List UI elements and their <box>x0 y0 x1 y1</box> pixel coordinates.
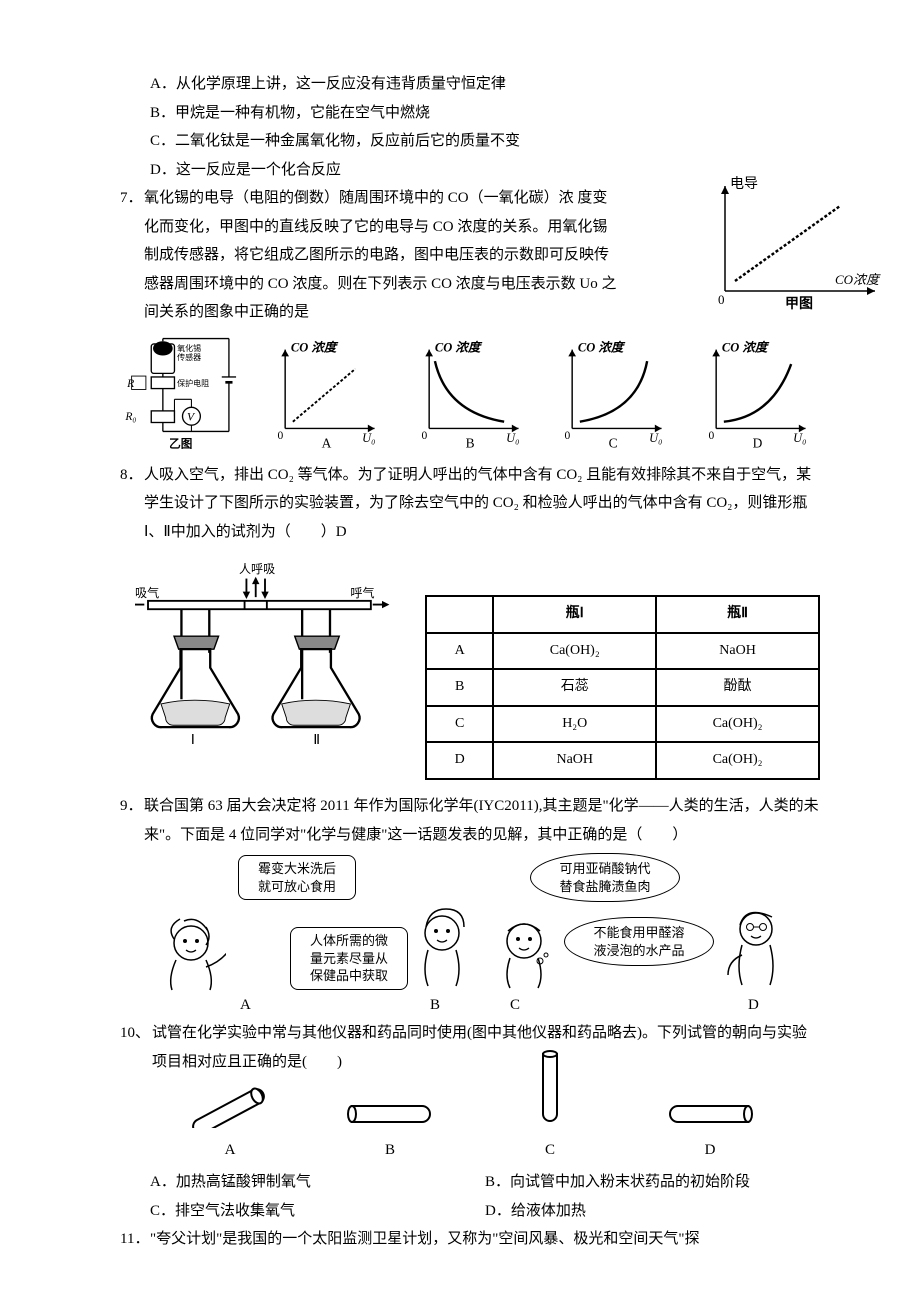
svg-text:A: A <box>321 436 331 451</box>
svg-text:CO浓度: CO浓度 <box>835 272 881 287</box>
q8-apparatus: 人呼吸 吸气 呼气 Ⅰ Ⅱ <box>135 560 395 746</box>
q9-bubble-a: 霉变大米洗后就可放心食用 <box>238 855 356 900</box>
q6-option-a: A．从化学原理上讲，这一反应没有违背质量守恒定律 <box>150 70 820 99</box>
q9-bubble-b: 人体所需的微量元素尽量从保健品中获取 <box>290 927 408 990</box>
q7-chart-option-a: CO 浓度 U₀ 0 A <box>264 340 389 451</box>
q6-option-c: C．二氧化钛是一种金属氧化物，反应前后它的质量不变 <box>150 127 820 156</box>
svg-text:吸气: 吸气 <box>135 585 159 600</box>
q10-tube-c: C <box>485 1048 615 1165</box>
svg-text:D: D <box>753 436 763 451</box>
q9-person-c-icon <box>492 913 556 993</box>
q9-person-b-icon <box>412 905 476 993</box>
q10-number: 10、 <box>120 1019 152 1076</box>
q7-chart-option-c: CO 浓度 U₀ 0 C <box>551 340 676 451</box>
svg-text:CO 浓度: CO 浓度 <box>434 341 482 355</box>
q7-chart-option-d: CO 浓度 U₀ 0 D <box>695 340 820 451</box>
svg-text:R₀: R₀ <box>124 409 136 422</box>
svg-text:人呼吸: 人呼吸 <box>239 562 275 576</box>
q10-option-b: B．向试管中加入粉末状药品的初始阶段 <box>485 1168 820 1197</box>
svg-text:0: 0 <box>718 292 725 307</box>
q9-label-a: A <box>240 991 251 1020</box>
svg-text:CO 浓度: CO 浓度 <box>291 341 339 355</box>
q11-number: 11． <box>120 1225 150 1254</box>
svg-text:R: R <box>126 376 134 389</box>
q8-number: 8． <box>120 461 144 547</box>
svg-text:CO 浓度: CO 浓度 <box>578 341 626 355</box>
q7-chart-jia: 电导 CO浓度 0 甲图 <box>700 176 890 311</box>
svg-text:U₀: U₀ <box>793 431 806 445</box>
svg-text:0: 0 <box>421 430 427 442</box>
svg-text:U₀: U₀ <box>649 431 662 445</box>
q10-tube-d: D <box>645 1098 775 1165</box>
q6-option-b: B．甲烷是一种有机物，它能在空气中燃烧 <box>150 99 820 128</box>
q10-option-a: A．加热高锰酸钾制氧气 <box>150 1168 485 1197</box>
svg-text:B: B <box>465 436 474 451</box>
q10-option-c: C．排空气法收集氧气 <box>150 1197 485 1226</box>
q8-th-blank <box>426 596 493 633</box>
q9-person-a-icon <box>156 915 226 995</box>
q9-label-c: C <box>510 991 520 1020</box>
svg-text:电导: 电导 <box>730 176 758 192</box>
svg-text:V: V <box>187 410 196 423</box>
q7-circuit-yi: 氧化锡 传感器 R 保护电阻 R₀ V 乙图 <box>120 335 245 451</box>
q8-body: 人吸入空气，排出 CO₂ 等气体。为了证明人呼出的气体中含有 CO₂ 且能有效排… <box>144 461 820 547</box>
q9-label-b: B <box>430 991 440 1020</box>
svg-text:C: C <box>609 436 618 451</box>
q9-bubble-d: 不能食用甲醛溶液浸泡的水产品 <box>564 917 714 966</box>
svg-text:乙图: 乙图 <box>169 436 192 450</box>
q9-number: 9． <box>120 792 144 849</box>
svg-text:氧化锡: 氧化锡 <box>177 343 201 353</box>
svg-text:甲图: 甲图 <box>785 296 813 311</box>
q8-th-bottle1: 瓶Ⅰ <box>493 596 656 633</box>
q8-th-bottle2: 瓶Ⅱ <box>656 596 819 633</box>
q9-person-d-icon <box>726 903 790 993</box>
svg-text:传感器: 传感器 <box>177 351 201 361</box>
q10-tube-a: A <box>165 1078 295 1165</box>
svg-text:呼气: 呼气 <box>350 585 374 600</box>
svg-text:0: 0 <box>708 430 714 442</box>
svg-text:0: 0 <box>565 430 571 442</box>
q9-label-d: D <box>748 991 759 1020</box>
q8-table: 瓶Ⅰ 瓶Ⅱ ACa(OH)₂NaOH B石蕊酚酞 CH₂OCa(OH)₂ DNa… <box>425 595 820 780</box>
q11-body: "夸父计划"是我国的一个太阳监测卫星计划，又称为"空间风暴、极光和空间天气"探 <box>150 1225 820 1254</box>
q7-number: 7． <box>120 184 144 327</box>
q9-bubble-c: 可用亚硝酸钠代替食盐腌渍鱼肉 <box>530 853 680 902</box>
q9-figure: 霉变大米洗后就可放心食用 人体所需的微量元素尽量从保健品中获取 可用亚硝酸钠代替… <box>150 855 820 1015</box>
svg-text:Ⅰ: Ⅰ <box>191 733 195 746</box>
svg-text:保护电阻: 保护电阻 <box>177 377 209 387</box>
q10-tube-b: B <box>325 1098 455 1165</box>
q9-body: 联合国第 63 届大会决定将 2011 年作为国际化学年(IYC2011),其主… <box>144 792 820 849</box>
svg-text:0: 0 <box>277 430 283 442</box>
svg-text:U₀: U₀ <box>362 431 375 445</box>
svg-text:U₀: U₀ <box>506 431 519 445</box>
svg-text:Ⅱ: Ⅱ <box>313 733 320 746</box>
svg-text:CO 浓度: CO 浓度 <box>722 341 770 355</box>
q10-option-d: D．给液体加热 <box>485 1197 820 1226</box>
q7-chart-option-b: CO 浓度 U₀ 0 B <box>408 340 533 451</box>
